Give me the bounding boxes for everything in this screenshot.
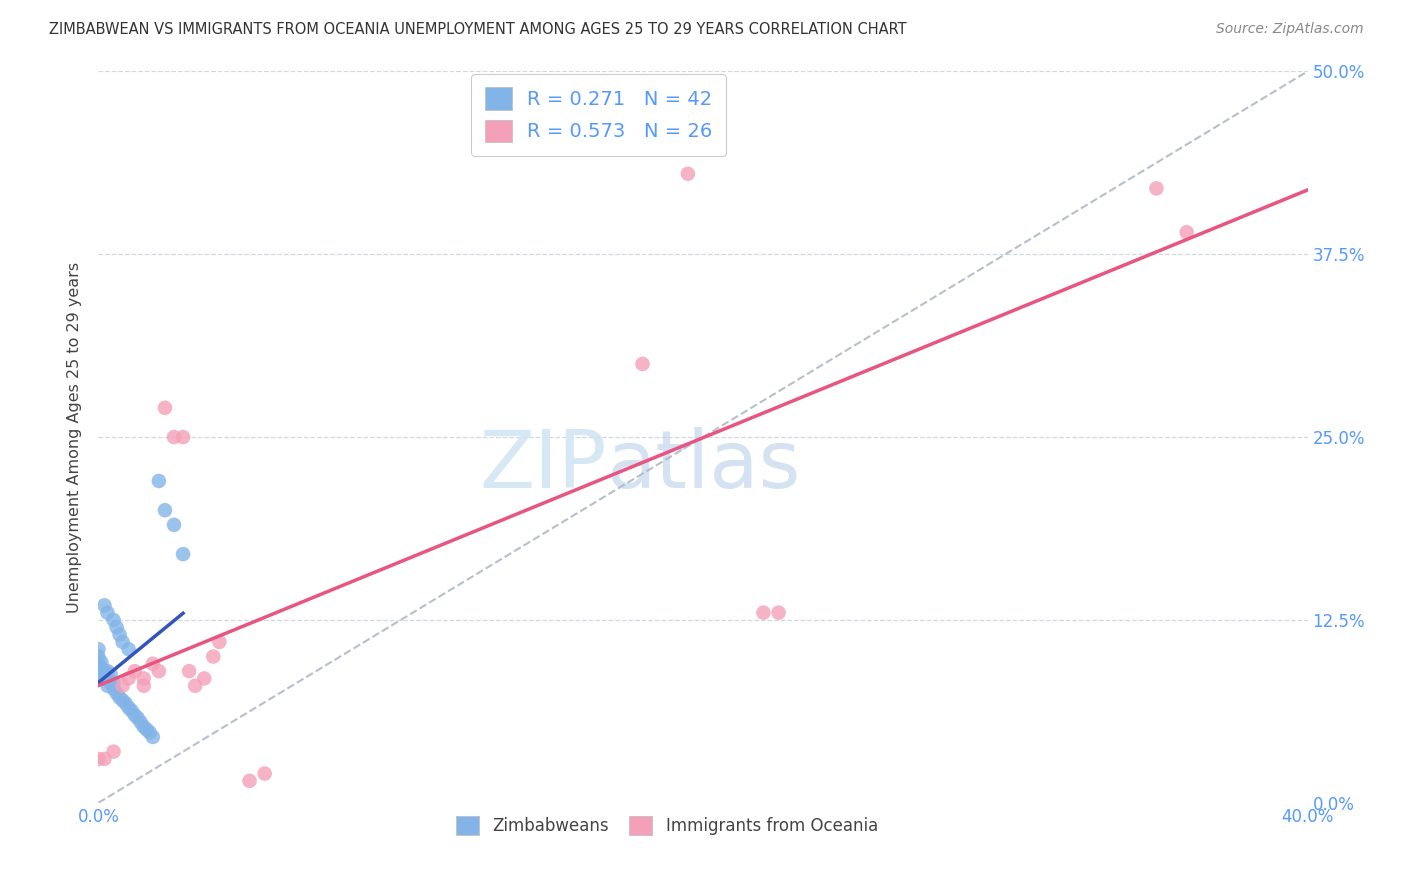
Point: [239, 773, 262, 788]
Point: [118, 700, 141, 714]
Text: atlas: atlas: [606, 427, 800, 506]
Point: [114, 696, 136, 710]
Point: [184, 679, 207, 693]
Point: [768, 606, 790, 620]
Point: [132, 679, 155, 693]
Point: [153, 503, 176, 517]
Point: [111, 679, 134, 693]
Y-axis label: Unemployment Among Ages 25 to 29 years: Unemployment Among Ages 25 to 29 years: [67, 261, 83, 613]
Text: Source: ZipAtlas.com: Source: ZipAtlas.com: [1216, 22, 1364, 37]
Point: [93, 752, 115, 766]
Point: [87, 752, 110, 766]
Point: [132, 672, 155, 686]
Point: [118, 672, 141, 686]
Point: [135, 723, 157, 737]
Point: [129, 715, 152, 730]
Point: [105, 686, 128, 700]
Point: [103, 745, 125, 759]
Point: [87, 664, 110, 678]
Legend: Zimbabweans, Immigrants from Oceania: Zimbabweans, Immigrants from Oceania: [449, 809, 884, 842]
Point: [96, 664, 118, 678]
Point: [124, 664, 146, 678]
Text: ZIP: ZIP: [479, 427, 606, 506]
Point: [676, 167, 699, 181]
Point: [127, 711, 149, 725]
Point: [132, 720, 155, 734]
Point: [96, 672, 118, 686]
Point: [631, 357, 654, 371]
Text: ZIMBABWEAN VS IMMIGRANTS FROM OCEANIA UNEMPLOYMENT AMONG AGES 25 TO 29 YEARS COR: ZIMBABWEAN VS IMMIGRANTS FROM OCEANIA UN…: [49, 22, 907, 37]
Point: [90, 661, 112, 675]
Point: [253, 766, 276, 780]
Point: [153, 401, 176, 415]
Point: [100, 667, 122, 681]
Point: [90, 656, 112, 670]
Point: [100, 676, 122, 690]
Point: [208, 635, 231, 649]
Point: [111, 693, 134, 707]
Point: [96, 679, 118, 693]
Point: [172, 430, 194, 444]
Point: [172, 547, 194, 561]
Point: [1144, 181, 1167, 195]
Point: [118, 642, 141, 657]
Point: [142, 730, 165, 744]
Point: [96, 606, 118, 620]
Point: [105, 620, 128, 634]
Point: [87, 661, 110, 675]
Point: [108, 627, 131, 641]
Point: [179, 664, 201, 678]
Point: [87, 642, 110, 657]
Point: [124, 708, 146, 723]
Point: [103, 613, 125, 627]
Point: [752, 606, 775, 620]
Point: [111, 635, 134, 649]
Point: [103, 681, 125, 696]
Point: [142, 657, 165, 671]
Point: [108, 690, 131, 705]
Point: [90, 667, 112, 681]
Point: [103, 676, 125, 690]
Point: [163, 430, 186, 444]
Point: [93, 664, 115, 678]
Point: [87, 649, 110, 664]
Point: [87, 672, 110, 686]
Point: [121, 704, 143, 718]
Point: [87, 657, 110, 671]
Point: [163, 517, 186, 532]
Point: [193, 672, 215, 686]
Point: [202, 649, 225, 664]
Point: [1175, 225, 1198, 239]
Point: [139, 725, 162, 739]
Point: [148, 474, 170, 488]
Point: [93, 672, 115, 686]
Point: [93, 599, 115, 613]
Point: [148, 664, 170, 678]
